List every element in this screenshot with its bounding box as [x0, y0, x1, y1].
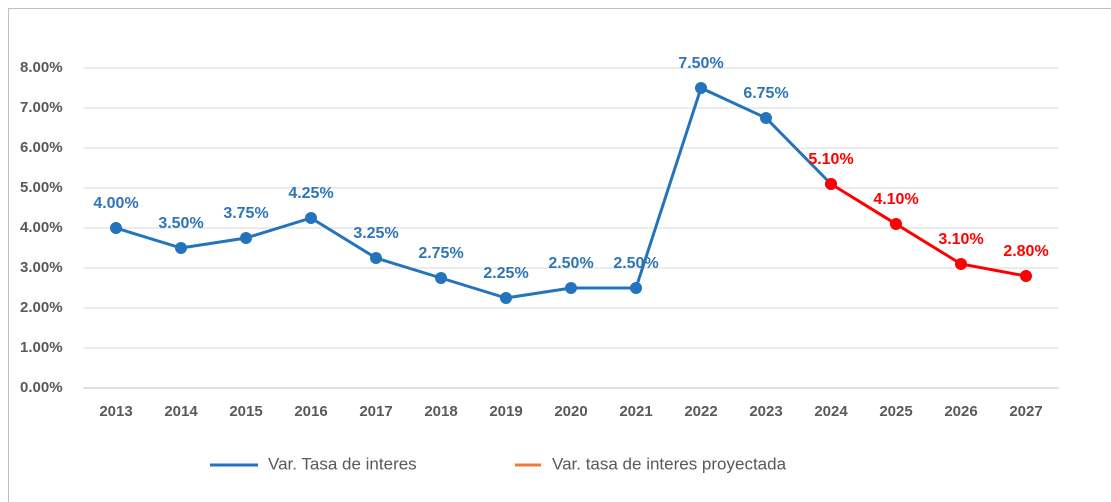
series-point: [825, 178, 837, 190]
series-point: [695, 82, 707, 94]
data-label: 6.75%: [743, 85, 788, 102]
y-tick-label: 8.00%: [20, 59, 63, 76]
series-point: [435, 272, 447, 284]
data-label: 4.10%: [873, 191, 918, 208]
y-tick-label: 0.00%: [20, 379, 63, 396]
y-tick-label: 6.00%: [20, 139, 63, 156]
series-point: [565, 282, 577, 294]
x-tick-label: 2027: [1009, 403, 1042, 420]
series-point: [500, 292, 512, 304]
x-tick-label: 2026: [944, 403, 977, 420]
data-label: 3.10%: [938, 231, 983, 248]
series-point: [760, 112, 772, 124]
series-point: [955, 258, 967, 270]
legend-label: Var. tasa de interes proyectada: [552, 454, 787, 473]
y-tick-label: 7.00%: [20, 99, 63, 116]
data-label: 2.80%: [1003, 243, 1048, 260]
data-label: 3.50%: [158, 215, 203, 232]
data-label: 2.50%: [613, 255, 658, 272]
series-point: [370, 252, 382, 264]
x-tick-label: 2025: [879, 403, 912, 420]
legend-label: Var. Tasa de interes: [268, 454, 417, 473]
data-label: 2.50%: [548, 255, 593, 272]
data-label: 3.25%: [353, 225, 398, 242]
data-label: 4.25%: [288, 185, 333, 202]
x-tick-label: 2015: [229, 403, 262, 420]
series-line: [115, 85, 833, 300]
data-label: 2.75%: [418, 245, 463, 262]
x-tick-label: 2014: [164, 403, 198, 420]
data-label: 3.75%: [223, 205, 268, 222]
x-tick-label: 2023: [749, 403, 782, 420]
series-point: [240, 232, 252, 244]
x-tick-label: 2020: [554, 403, 587, 420]
x-tick-label: 2018: [424, 403, 457, 420]
x-tick-label: 2017: [359, 403, 392, 420]
y-tick-label: 5.00%: [20, 179, 63, 196]
series-point: [890, 218, 902, 230]
y-tick-label: 4.00%: [20, 219, 63, 236]
data-label: 2.25%: [483, 265, 528, 282]
series-point: [305, 212, 317, 224]
x-tick-label: 2024: [814, 403, 848, 420]
data-label: 7.50%: [678, 55, 723, 72]
y-tick-label: 3.00%: [20, 259, 63, 276]
series-point: [110, 222, 122, 234]
series-point: [175, 242, 187, 254]
x-tick-label: 2019: [489, 403, 522, 420]
series-point: [630, 282, 642, 294]
y-tick-label: 1.00%: [20, 339, 63, 356]
chart-border: [8, 8, 1111, 502]
series-line: [830, 182, 1027, 278]
y-tick-label: 2.00%: [20, 299, 63, 316]
x-tick-label: 2013: [99, 403, 132, 420]
series-point: [1020, 270, 1032, 282]
x-tick-label: 2016: [294, 403, 327, 420]
x-tick-label: 2021: [619, 403, 652, 420]
data-label: 4.00%: [93, 195, 138, 212]
x-tick-label: 2022: [684, 403, 717, 420]
data-label: 5.10%: [808, 151, 853, 168]
